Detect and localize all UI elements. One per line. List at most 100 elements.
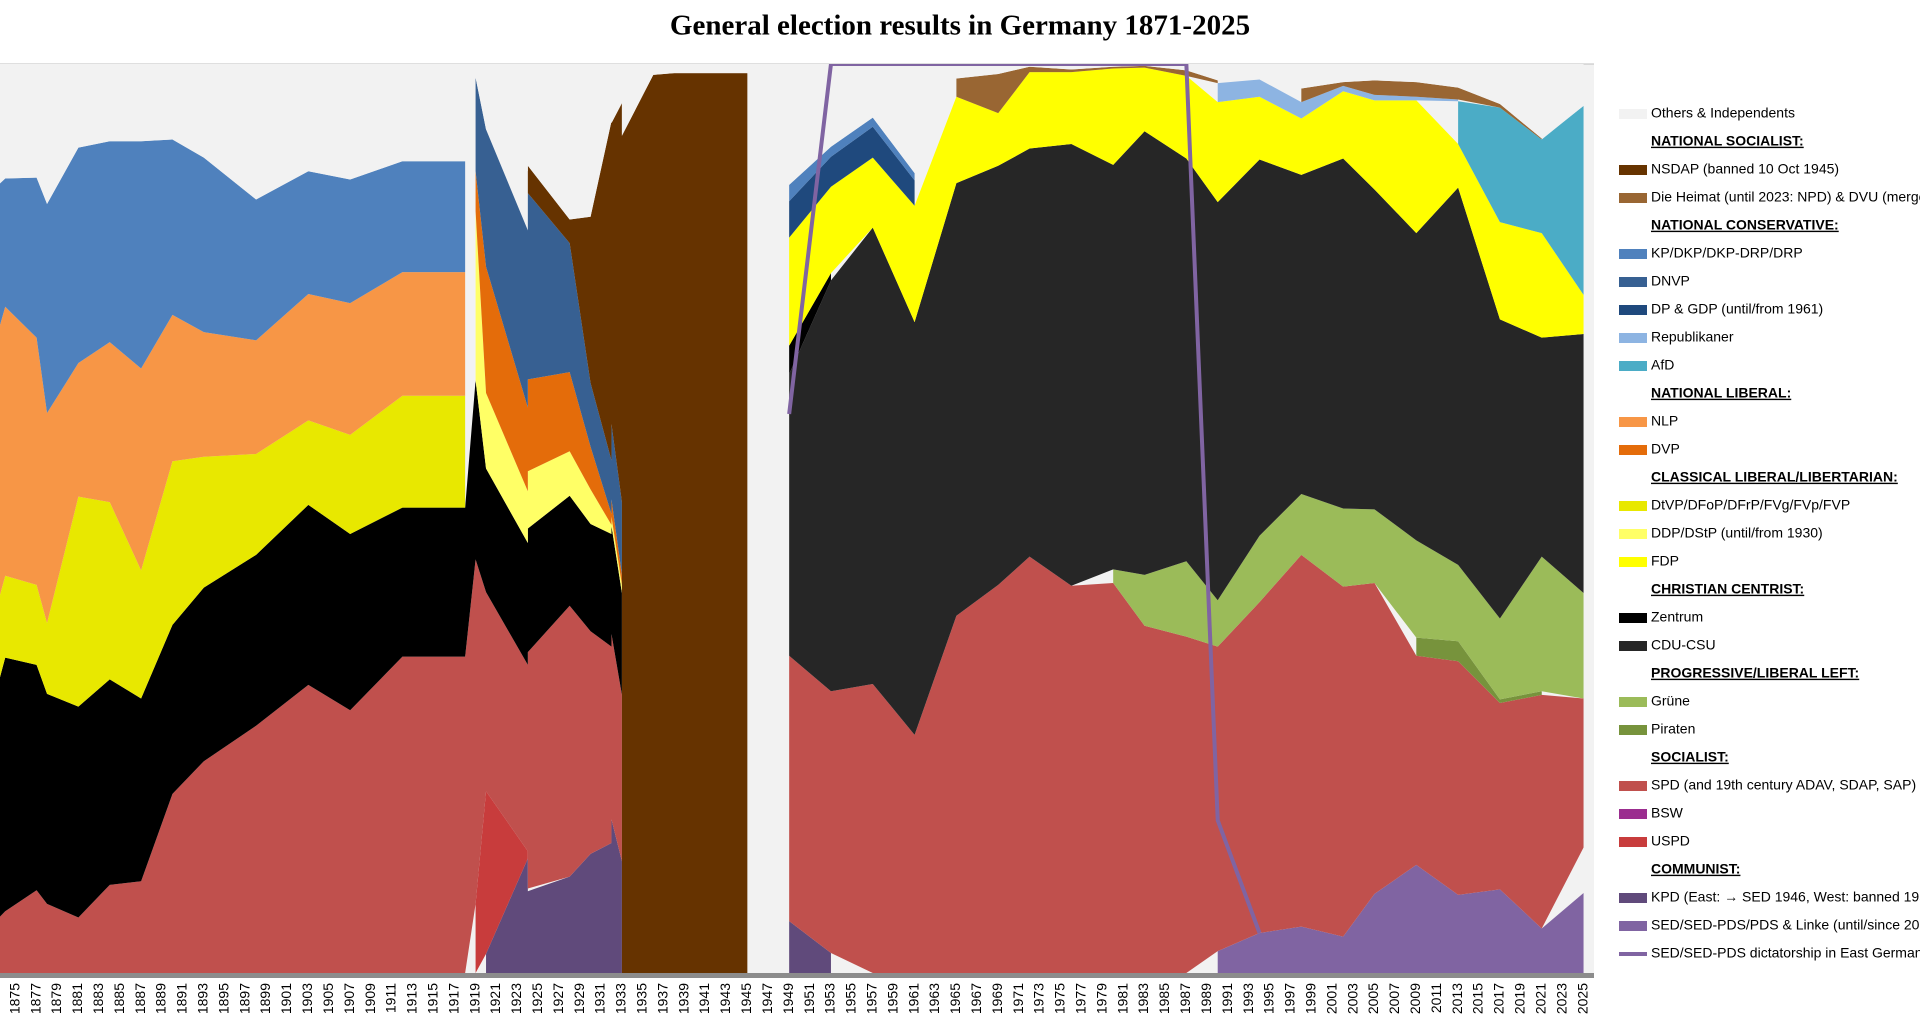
x-tick-label: 1949 (780, 983, 796, 1014)
legend-label: Zentrum (1651, 609, 1703, 625)
area (1458, 101, 1584, 295)
x-tick-label: 1975 (1052, 983, 1068, 1014)
legend-label: DVP (1651, 441, 1680, 457)
legend-label: DNVP (1651, 273, 1690, 289)
legend-swatch (1619, 445, 1647, 455)
x-tick-label: 1971 (1010, 983, 1026, 1014)
x-tick-label: 1927 (550, 983, 566, 1014)
x-tick-label: 1913 (404, 983, 420, 1014)
area (486, 819, 622, 973)
x-tick-label: 1969 (989, 983, 1005, 1014)
legend-label: NSDAP (banned 10 Oct 1945) (1651, 161, 1839, 177)
area (789, 117, 915, 202)
x-tick-label: 1987 (1177, 983, 1193, 1014)
area (0, 139, 466, 414)
legend-group-title: CHRISTIAN CENTRIST: (1651, 581, 1804, 597)
area (0, 559, 622, 973)
legend-swatch (1619, 529, 1647, 539)
x-tick-label: 1897 (236, 983, 252, 1014)
x-tick-label: 1875 (6, 983, 22, 1014)
x-tick-label: 2001 (1323, 983, 1339, 1014)
legend-swatch (1619, 781, 1647, 791)
area (527, 73, 748, 973)
x-tick-label: 1967 (968, 983, 984, 1014)
legend-swatch (1619, 333, 1647, 343)
legend-label: NLP (1651, 413, 1678, 429)
x-tick-label: 1935 (634, 983, 650, 1014)
legend-label: USPD (1651, 833, 1690, 849)
x-tick-label: 1951 (801, 983, 817, 1014)
x-tick-label: 1981 (1114, 983, 1130, 1014)
legend-label: SPD (and 19th century ADAV, SDAP, SAP) (1651, 777, 1916, 793)
x-tick-label: 1997 (1282, 983, 1298, 1014)
x-tick-label: 1893 (195, 983, 211, 1014)
x-tick-label: 1895 (215, 983, 231, 1014)
x-tick-label: 2007 (1386, 983, 1402, 1014)
area (0, 380, 622, 918)
x-tick-label: 1979 (1093, 983, 1109, 1014)
x-tick-label: 1937 (654, 983, 670, 1014)
x-tick-label: 1917 (445, 983, 461, 1014)
plot-layer (0, 64, 1584, 973)
x-tick-label: 1885 (111, 983, 127, 1014)
x-tick-label: 1955 (843, 983, 859, 1014)
legend-swatch (1619, 809, 1647, 819)
legend-swatch (1619, 305, 1647, 315)
x-tick-label: 1973 (1031, 983, 1047, 1014)
x-tick-label: 1945 (738, 983, 754, 1014)
x-tick-label: 1929 (571, 983, 587, 1014)
legend-group-title: NATIONAL SOCIALIST: (1651, 133, 1804, 149)
legend-label: Others & Independents (1651, 105, 1795, 121)
x-tick-label: 1911 (383, 983, 399, 1013)
x-tick-label: 2017 (1491, 983, 1507, 1014)
legend-label: Piraten (1651, 721, 1695, 737)
area (1217, 79, 1459, 119)
area (789, 131, 1584, 735)
x-tick-label: 1963 (926, 983, 942, 1014)
legend-swatch (1619, 361, 1647, 371)
legend-swatch (1619, 501, 1647, 511)
legend-group-title: SOCIALIST: (1651, 749, 1729, 765)
x-tick-label: 1933 (613, 983, 629, 1014)
x-tick-label: 1931 (592, 983, 608, 1014)
area (789, 921, 831, 973)
x-tick-label: 2023 (1553, 983, 1569, 1014)
x-tick-label: 1883 (90, 983, 106, 1014)
x-tick-label: 1899 (257, 983, 273, 1014)
area (789, 126, 915, 238)
legend-swatch (1619, 725, 1647, 735)
x-tick-label: 1977 (1073, 983, 1089, 1014)
legend-label: Republikaner (1651, 329, 1734, 345)
x-tick-label: 1991 (1219, 983, 1235, 1014)
legend-swatch (1619, 837, 1647, 847)
legend-swatch (1619, 417, 1647, 427)
x-tick-label: 1907 (341, 983, 357, 1014)
x-tick-label: 1947 (759, 983, 775, 1014)
area (1217, 864, 1584, 973)
x-axis (0, 973, 1594, 978)
x-tick-label: 1887 (132, 983, 148, 1014)
legend-group-title: NATIONAL LIBERAL: (1651, 385, 1791, 401)
x-tick-label: 1877 (27, 983, 43, 1014)
x-tick-label: 1925 (529, 983, 545, 1014)
area (1113, 493, 1584, 700)
legend-swatch (1619, 697, 1647, 707)
x-tick-label: 2013 (1449, 983, 1465, 1014)
legend-label: CDU-CSU (1651, 637, 1716, 653)
x-tick-label: 1941 (696, 983, 712, 1014)
legend-swatch (1619, 893, 1647, 903)
area (475, 211, 622, 594)
legend-label: DDP/DStP (until/from 1930) (1651, 525, 1823, 541)
x-tick-label: 1881 (69, 983, 85, 1014)
x-tick-label: 1915 (424, 983, 440, 1014)
x-tick-label: 1953 (822, 983, 838, 1014)
x-tick-label: 1961 (905, 983, 921, 1014)
legend-group-title: CLASSICAL LIBERAL/LIBERTARIAN: (1651, 469, 1898, 485)
x-tick-label: 1983 (1135, 983, 1151, 1014)
x-tick-label: 1921 (487, 983, 503, 1014)
x-tick-label: 1989 (1198, 983, 1214, 1014)
x-tick-label: 1879 (48, 983, 64, 1014)
legend-label: BSW (1651, 805, 1684, 821)
legend-swatch (1619, 193, 1647, 203)
